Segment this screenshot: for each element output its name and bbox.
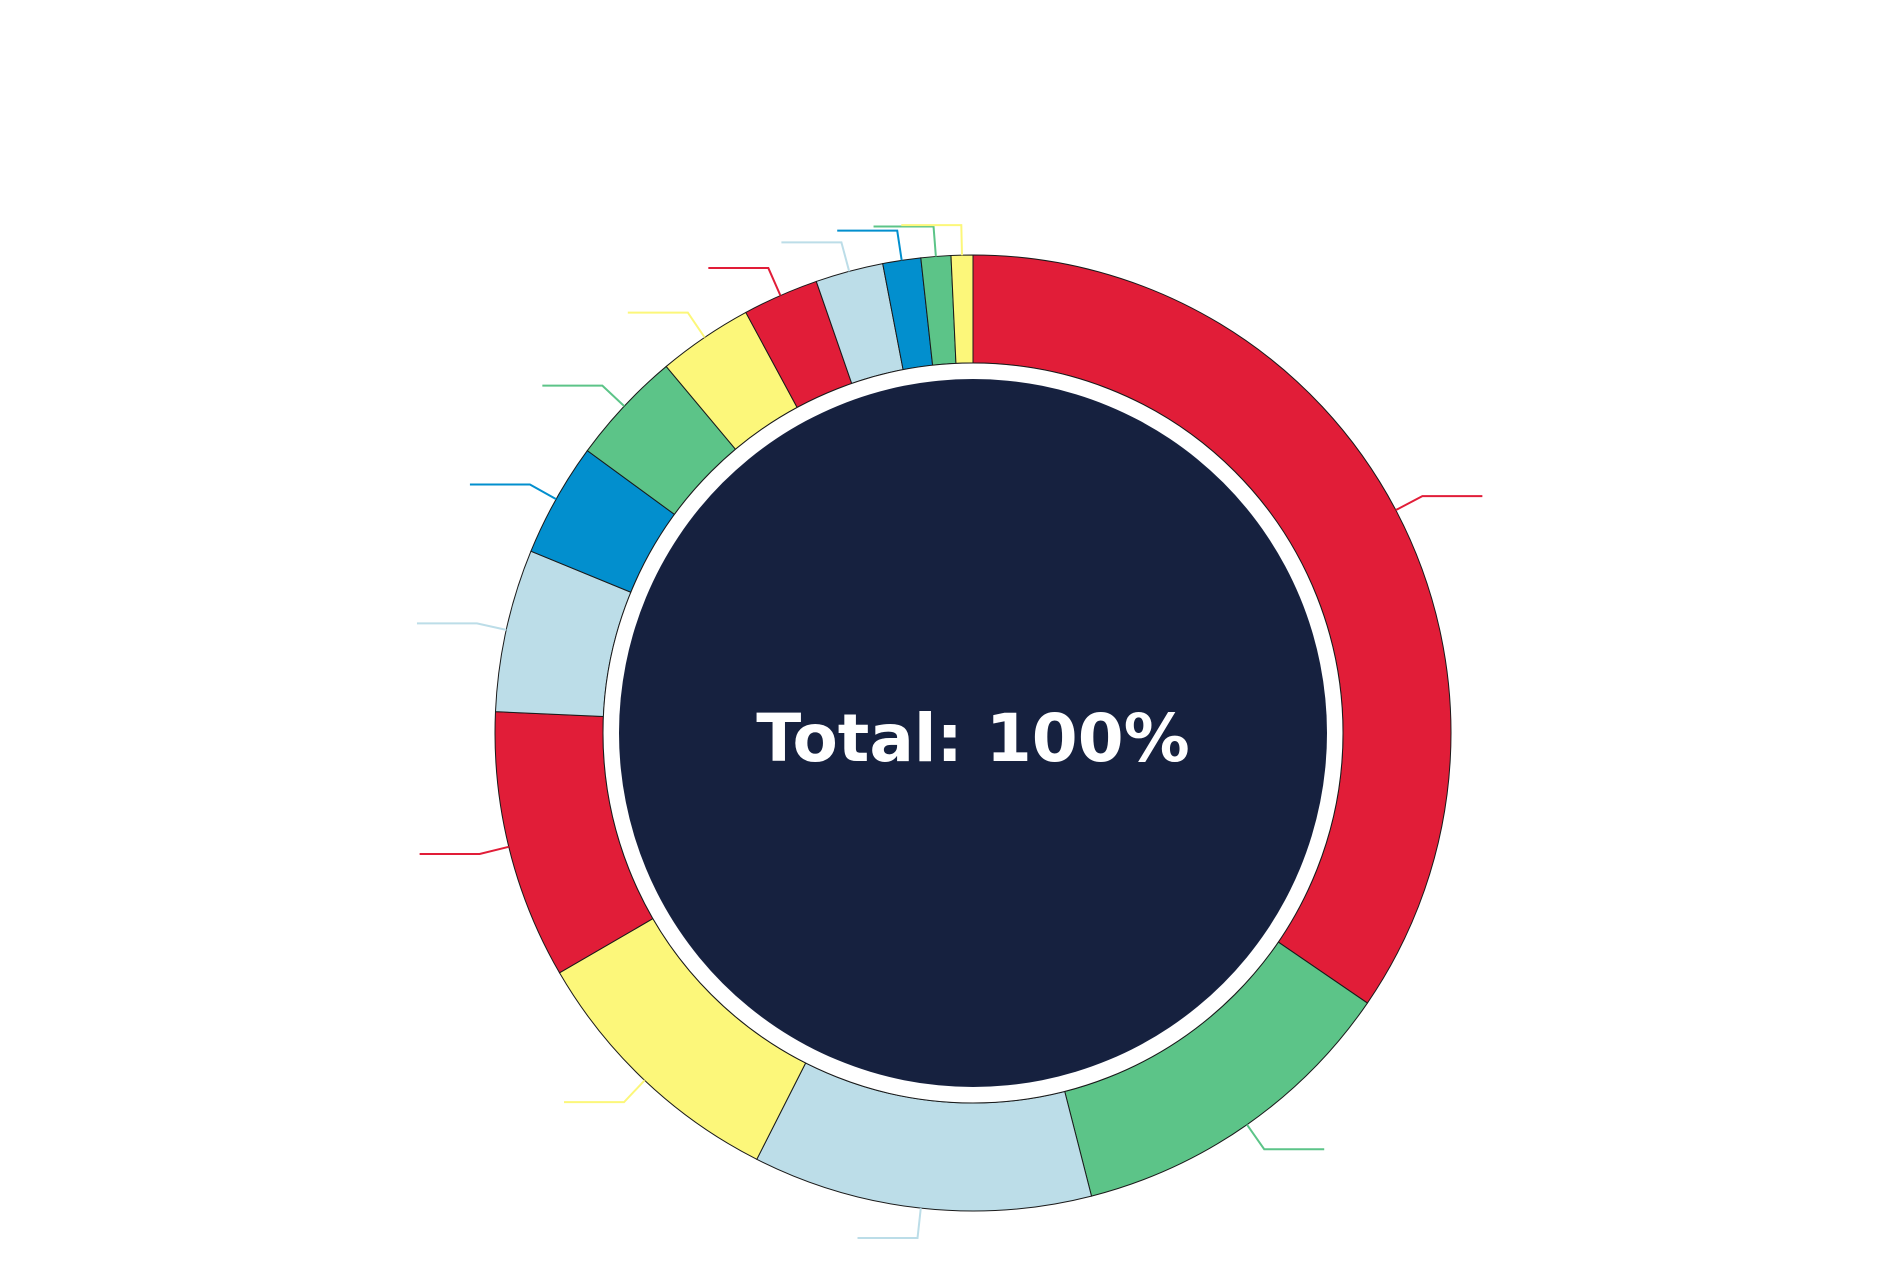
leader-line-3 xyxy=(857,1208,922,1239)
leader-line-14 xyxy=(901,224,963,256)
leader-line-8 xyxy=(542,384,625,407)
leader-line-2 xyxy=(1246,1124,1325,1151)
donut-hole xyxy=(619,379,1327,1087)
leader-line-1 xyxy=(1395,495,1483,511)
leader-lines-group xyxy=(416,224,1483,1239)
center-label: Total: 100% xyxy=(756,700,1190,777)
leader-line-10 xyxy=(708,267,782,296)
leader-line-7 xyxy=(469,483,557,501)
leader-line-13 xyxy=(873,225,937,257)
leader-line-5 xyxy=(419,845,509,855)
leader-line-9 xyxy=(627,311,706,338)
slices-group xyxy=(494,254,1452,1212)
leader-line-12 xyxy=(837,229,903,261)
leader-line-4 xyxy=(564,1079,646,1104)
leader-line-11 xyxy=(781,241,851,272)
leader-line-6 xyxy=(416,622,507,631)
